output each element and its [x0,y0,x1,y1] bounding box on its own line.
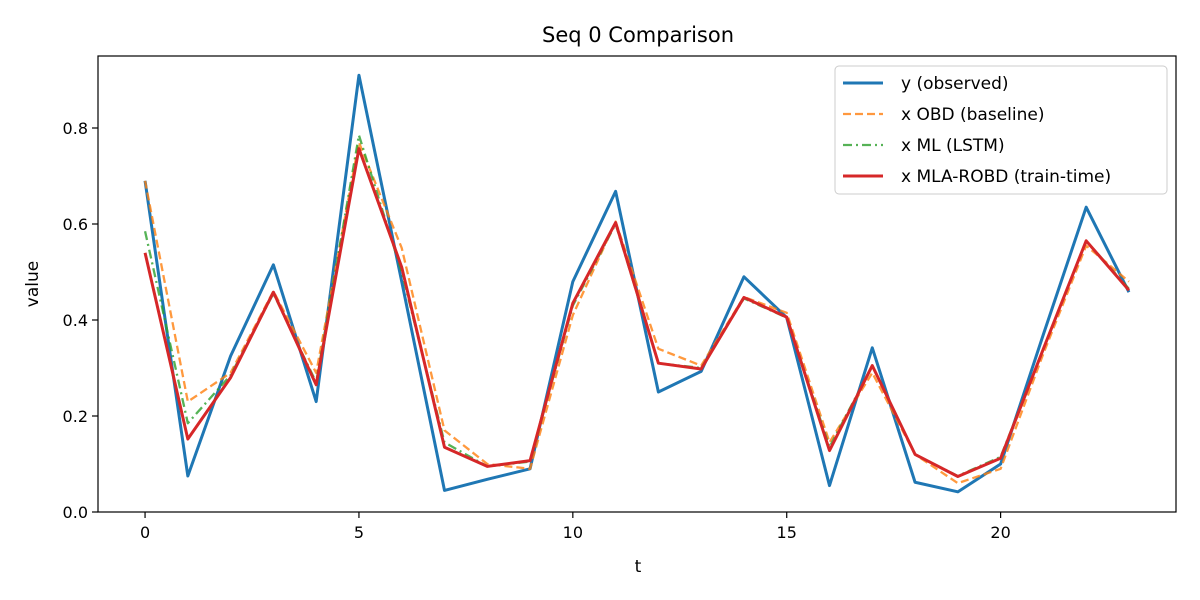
legend-label-4: x MLA-ROBD (train-time) [901,167,1111,187]
x-tick-label: 15 [777,523,797,542]
series-line-2 [143,141,1130,485]
x-tick-label: 20 [990,523,1010,542]
y-tick-label: 0.8 [63,119,88,138]
chart-title: Seq 0 Comparison [542,23,734,47]
legend-label-1: y (observed) [901,74,1009,94]
legend-label-2: x OBD (baseline) [901,105,1044,125]
plot-frame [97,55,1177,513]
x-tick-label: 0 [140,523,150,542]
plot-area [97,55,1177,513]
y-axis: 0.0 0.2 0.4 0.6 0.8 [63,119,98,522]
y-tick-label: 0.4 [63,311,88,330]
series-line-4 [143,147,1131,478]
series-group [143,73,1131,494]
x-tick-label: 5 [354,523,364,542]
legend-label-3: x ML (LSTM) [901,136,1005,156]
y-tick-label: 0.6 [63,215,88,234]
legend: y (observed) x OBD (baseline) x ML (LSTM) x… [834,65,1168,195]
y-axis-label: value [23,261,43,307]
legend-box [834,65,1168,195]
y-tick-label: 0.2 [63,407,88,426]
x-axis-label: t [635,557,642,577]
x-tick-label: 10 [563,523,583,542]
y-tick-label: 0.0 [63,503,88,522]
x-axis: 0 5 10 15 20 [140,512,1011,542]
